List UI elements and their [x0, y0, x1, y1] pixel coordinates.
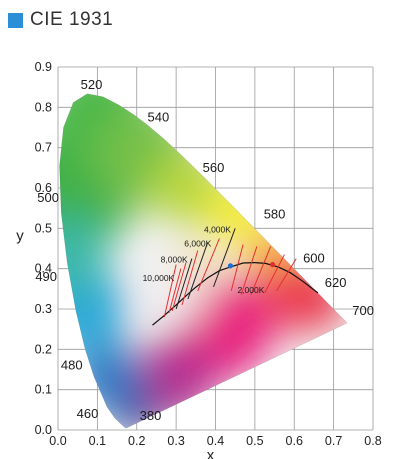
- y-tick-label: 0.2: [35, 342, 52, 356]
- chart-title-row: CIE 1931: [8, 8, 113, 32]
- isotemperature-line: [175, 258, 193, 310]
- isotemperature-line: [168, 268, 182, 314]
- wavelength-label: 500: [37, 190, 59, 205]
- y-tick-label: 0.7: [35, 141, 52, 155]
- chart-title: CIE 1931: [30, 9, 114, 30]
- y-tick-label: 0.0: [35, 423, 52, 437]
- y-tick-label: 0.3: [35, 302, 52, 316]
- wavelength-label: 600: [303, 251, 325, 266]
- overlay: [152, 228, 319, 326]
- gamut-color-blob: [74, 342, 145, 413]
- wavelength-label: 560: [203, 160, 225, 175]
- isotemperature-line: [213, 228, 236, 287]
- isotemperature-line: [250, 246, 272, 296]
- y-axis-label: y: [16, 228, 24, 245]
- cct-label: 8,000K: [161, 255, 188, 265]
- wavelength-label: 460: [77, 406, 99, 421]
- isotemperature-line: [187, 242, 209, 300]
- isotemperature-line: [240, 246, 258, 296]
- x-tick-label: 0.8: [364, 434, 381, 448]
- cct-label: 2,000K: [237, 285, 264, 295]
- y-tick-label: 0.1: [35, 383, 52, 397]
- white-point-marker: [227, 263, 234, 269]
- x-axis-label: x: [207, 447, 215, 459]
- chromaticity-point-marker: [269, 262, 276, 268]
- y-tick-label: 0.5: [35, 221, 52, 235]
- x-tick-label: 0.4: [207, 434, 224, 448]
- tick-labels: 0.0 0.1 0.2 0.3 0.4 0.5 0.6 0.7 0.8 0.0 0.1 0.2 0.3 0…: [16, 60, 381, 459]
- isotemperature-line: [163, 264, 177, 318]
- x-tick-label: 0.5: [246, 434, 263, 448]
- gamut-color-blob: [177, 238, 222, 283]
- x-tick-label: 0.6: [286, 434, 303, 448]
- wavelength-label: 620: [325, 275, 347, 290]
- isotemperature-line: [197, 238, 220, 292]
- cct-label: 10,000K: [143, 273, 175, 283]
- isotemperature-line: [171, 262, 187, 312]
- gamut-color-blob: [205, 186, 266, 247]
- isotemperature-line: [264, 254, 285, 294]
- wavelength-label: 380: [140, 408, 162, 423]
- y-tick-label: 0.8: [35, 100, 52, 114]
- title-square-icon: [8, 12, 23, 28]
- gamut-fill: [59, 93, 348, 429]
- wavelength-label: 520: [81, 77, 103, 92]
- wavelength-label: 580: [264, 206, 286, 221]
- y-tick-label: 0.9: [35, 60, 52, 74]
- y-tick-label: 0.4: [35, 262, 52, 276]
- isotemperature-line: [181, 250, 199, 306]
- isotemperature-line: [276, 258, 297, 292]
- gamut-color-blob: [59, 264, 127, 354]
- isotemperature-line: [230, 244, 244, 291]
- wavelength-label: 490: [35, 269, 57, 284]
- wavelength-label: 480: [61, 358, 83, 373]
- cct-label: 4,000K: [204, 224, 231, 234]
- x-tick-label: 0.7: [325, 434, 342, 448]
- wavelength-label: 700: [352, 303, 374, 318]
- y-tick-label: 0.6: [35, 181, 52, 195]
- cct-label: 6,000K: [184, 238, 211, 248]
- x-tick-label: 0.3: [167, 434, 184, 448]
- wavelength-label: 540: [148, 109, 170, 124]
- x-tick-label: 0.2: [128, 434, 145, 448]
- spectral-locus-edge: [59, 93, 348, 429]
- x-tick-label: 0.0: [49, 434, 66, 448]
- x-tick-label: 0.1: [89, 434, 106, 448]
